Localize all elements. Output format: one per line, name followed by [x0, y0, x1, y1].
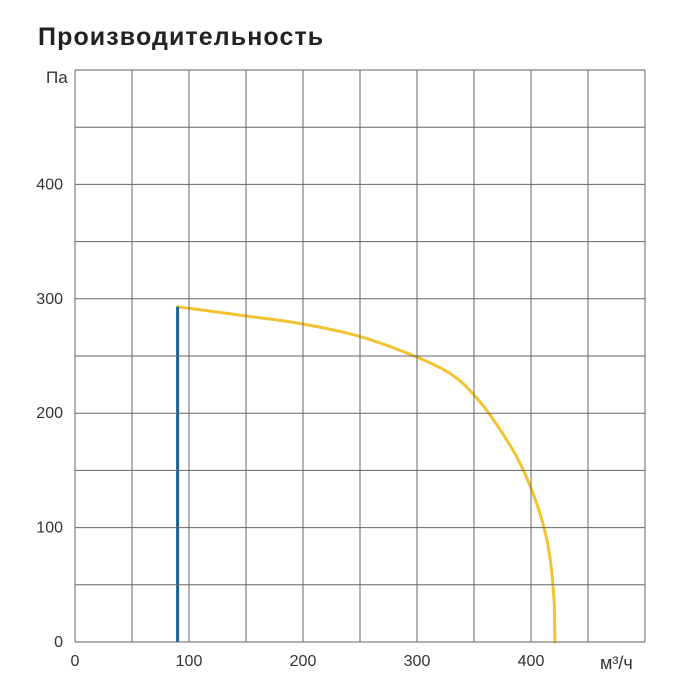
- svg-text:100: 100: [176, 653, 203, 670]
- svg-text:400: 400: [36, 176, 63, 193]
- svg-text:200: 200: [290, 653, 317, 670]
- svg-text:200: 200: [36, 405, 63, 422]
- svg-text:300: 300: [36, 291, 63, 308]
- svg-text:100: 100: [36, 520, 63, 537]
- svg-text:0: 0: [54, 634, 63, 651]
- svg-text:300: 300: [404, 653, 431, 670]
- svg-text:400: 400: [518, 653, 545, 670]
- svg-text:0: 0: [71, 653, 80, 670]
